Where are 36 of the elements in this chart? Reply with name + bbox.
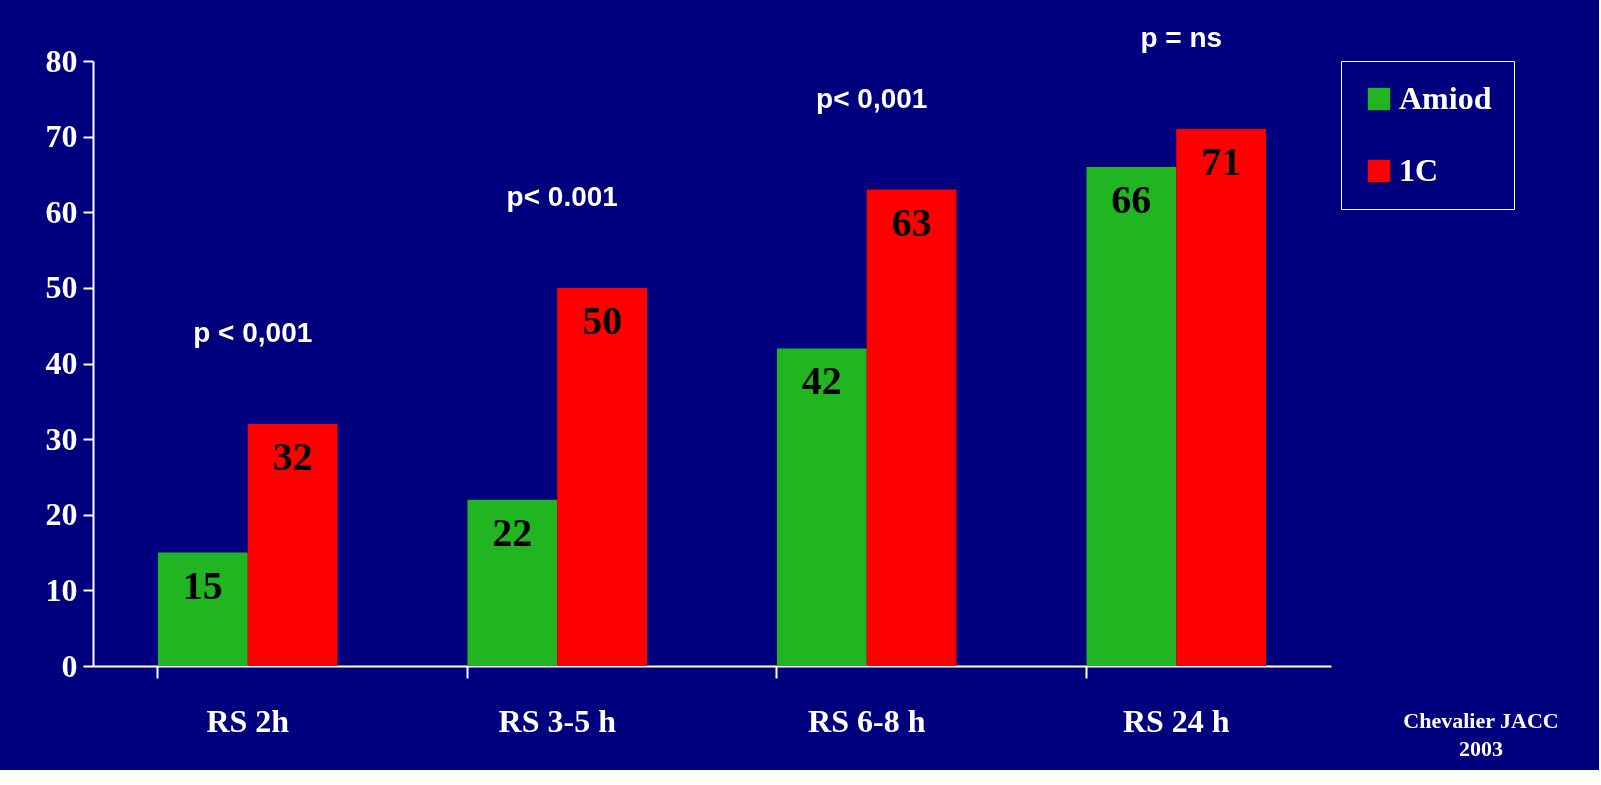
y-tick-label: 0	[61, 647, 78, 684]
bar	[158, 552, 248, 666]
y-tick-label: 40	[45, 345, 78, 381]
legend-label: 1C	[1399, 152, 1439, 188]
x-tick-label: RS 3-5 h	[498, 702, 617, 739]
annotation: p < 0,001	[193, 317, 313, 348]
bar	[1176, 129, 1267, 666]
bar	[467, 499, 558, 666]
y-tick-label: 70	[45, 118, 78, 155]
x-tick-label: RS 6-8 h	[808, 702, 926, 739]
y-tick-label: 20	[45, 496, 78, 533]
y-tick-label: 30	[45, 420, 78, 457]
bar	[557, 287, 648, 666]
annotation: p< 0.001	[506, 180, 618, 212]
text: p = ns	[1140, 22, 1223, 54]
data-label: 15	[182, 562, 223, 608]
x-tick-label: RS 24 h	[1122, 702, 1230, 739]
y-tick-label: 10	[45, 571, 78, 608]
data-label: 32	[272, 434, 313, 479]
data-label: 71	[1201, 139, 1242, 185]
bar	[247, 424, 338, 666]
y-tick-label: 60	[45, 193, 78, 230]
legend-label: Amiod	[1399, 80, 1492, 116]
y-tick-label: 50	[45, 269, 78, 306]
data-label: 63	[891, 199, 932, 245]
annotation: p< 0,001	[816, 82, 928, 114]
text: Chevalier JACC 2003	[1403, 708, 1559, 761]
bar	[777, 348, 867, 666]
bar	[1086, 166, 1177, 666]
x-tick-label: RS 2h	[206, 702, 290, 739]
data-label: 66	[1111, 176, 1152, 222]
bar	[866, 189, 957, 666]
data-label: 22	[492, 509, 533, 555]
y-tick-label: 80	[45, 42, 78, 79]
data-label: 50	[582, 297, 623, 343]
data-label: 42	[801, 358, 842, 404]
